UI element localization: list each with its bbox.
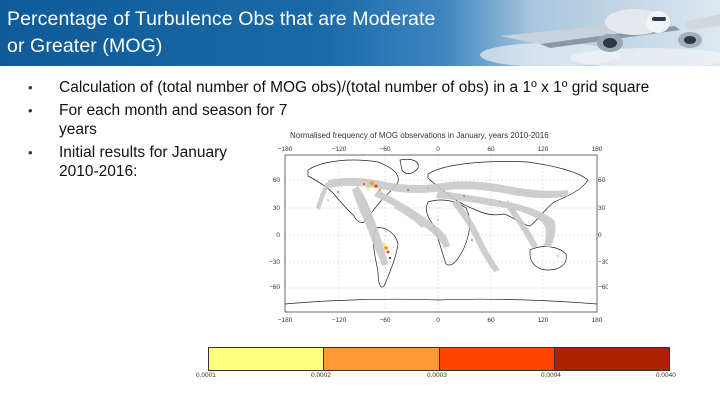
lat-tick-right: 30 (598, 205, 606, 212)
colorbar-tick: 0.0003 (427, 372, 447, 379)
slide-title: Percentage of Turbulence Obs that are Mo… (7, 8, 436, 57)
lat-tick-left: 60 (273, 177, 281, 184)
top-lon-tick: −180 (278, 146, 293, 153)
colorbar-ticks: 0.0001 0.0002 0.0003 0.0004 0.0040 (196, 372, 696, 384)
bottom-lon-tick: −180 (278, 317, 293, 324)
colorbar-tick: 0.0002 (311, 372, 331, 379)
top-lon-tick: 0 (436, 146, 440, 153)
colorbar-tick: 0.0001 (196, 372, 216, 379)
top-lon-tick: −120 (332, 146, 347, 153)
lat-tick-right: 60 (598, 177, 606, 184)
colorbar-segment (323, 348, 439, 370)
lat-tick-right: 0 (598, 232, 602, 239)
bullet-dot-icon: • (28, 144, 33, 160)
bottom-lon-tick: −60 (379, 317, 390, 324)
lat-tick-right: −30 (598, 259, 608, 266)
map-caption: Normalised frequency of MOG observations… (290, 131, 549, 140)
lat-tick-left: 0 (276, 232, 280, 239)
bottom-lon-tick: 60 (487, 317, 495, 324)
airplane-photo-icon (430, 0, 720, 66)
top-lon-tick: −60 (379, 146, 390, 153)
slide-header: Percentage of Turbulence Obs that are Mo… (0, 0, 720, 66)
bottom-lon-tick: −120 (332, 317, 347, 324)
top-lon-tick: 60 (487, 146, 495, 153)
colorbar-tick: 0.0004 (541, 372, 561, 379)
bullet-dot-icon: • (28, 102, 33, 118)
mog-frequency-map: −180 −120 −60 0 60 120 180 60 30 0 −30 −… (268, 130, 608, 328)
bullet-text: Calculation of (total number of MOG obs)… (59, 79, 650, 96)
lat-tick-right: −60 (598, 284, 608, 291)
bottom-lon-tick: 180 (592, 317, 603, 324)
bullet-item: • Calculation of (total number of MOG ob… (28, 78, 719, 98)
colorbar (208, 347, 670, 371)
lat-tick-left: 30 (273, 205, 281, 212)
bullet-text: For each month and season for 7 years (59, 101, 288, 139)
top-lon-tick: 120 (538, 146, 549, 153)
lat-tick-left: −60 (269, 284, 280, 291)
colorbar-segment (438, 348, 554, 370)
bullet-dot-icon: • (28, 80, 33, 95)
bottom-lon-tick: 0 (436, 317, 440, 324)
bottom-lon-tick: 120 (538, 317, 549, 324)
bullet-list: • Calculation of (total number of MOG ob… (28, 78, 708, 182)
bullet-item: • Initial results for January 2010-2016: (28, 143, 259, 182)
lat-tick-left: −30 (269, 259, 280, 266)
bullet-item: • For each month and season for 7 years (28, 101, 299, 140)
colorbar-tick: 0.0040 (656, 372, 676, 379)
bullet-text: Initial results for January 2010-2016: (59, 143, 227, 181)
colorbar-segment (553, 348, 669, 370)
top-lon-tick: 180 (592, 146, 603, 153)
colorbar-segment (209, 348, 324, 370)
